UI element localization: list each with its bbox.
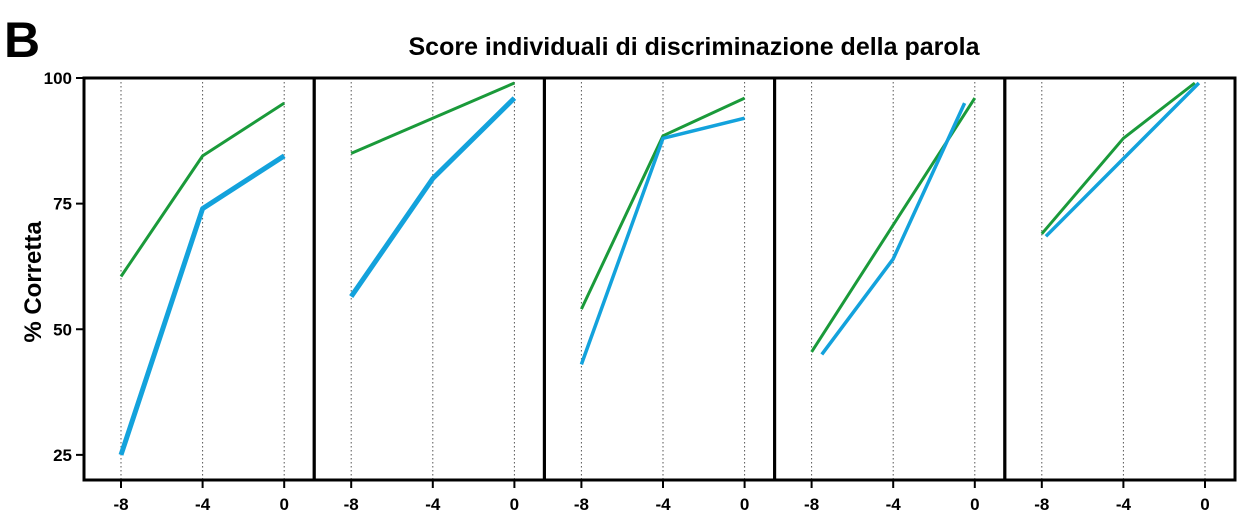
series-green-panel2 [350,81,515,155]
series-blue-panel1 [118,153,286,456]
x-tick-label-panel1-1: -4 [195,495,211,514]
series-green-panel5 [1040,81,1196,235]
x-tick-label-panel3-1: -4 [655,495,671,514]
y-tick-label-0: 25 [53,446,72,465]
plot-area: -8 -4 0 -8 -4 0 -8 -4 0 -8 -4 0 -8 -4 0 25 50 75 100 [44,69,1237,514]
series-blue-panel2 [349,96,517,299]
y-tick-label-3: 100 [44,69,72,88]
x-tick-label-panel4-2: 0 [970,495,979,514]
chart-title: Score individuali di discriminazione del… [409,33,981,61]
series-green-panel3 [580,96,746,310]
x-tick-label-panel4-0: -8 [804,495,819,514]
panel-frame-1 [82,76,316,482]
x-tick-label-panel5-1: -4 [1116,495,1132,514]
x-tick-label-panel1-2: 0 [279,495,288,514]
panel-frame-5 [1003,76,1237,482]
panel-frame-4 [773,76,1007,482]
x-tick-label-panel1-0: -8 [113,495,128,514]
series-blue-panel5 [1044,81,1201,238]
series-blue-panel4 [820,102,967,356]
panel-letter: B [4,12,40,68]
panel-frame-2 [312,76,546,482]
x-tick-label-panel2-0: -8 [344,495,359,514]
x-tick-label-panel2-1: -4 [425,495,441,514]
x-tick-label-panel5-0: -8 [1034,495,1049,514]
y-tick-label-1: 50 [53,320,72,339]
x-tick-label-panel3-0: -8 [574,495,589,514]
x-tick-label-panel5-2: 0 [1200,495,1209,514]
series-blue-panel3 [579,116,746,365]
y-tick-label-2: 75 [53,195,72,214]
y-axis-label: % Corretta [20,221,47,343]
series-green-panel1 [119,101,286,278]
x-tick-label-panel3-2: 0 [740,495,749,514]
x-tick-label-panel4-1: -4 [886,495,902,514]
x-tick-label-panel2-2: 0 [510,495,519,514]
panel-frame-3 [542,76,777,482]
